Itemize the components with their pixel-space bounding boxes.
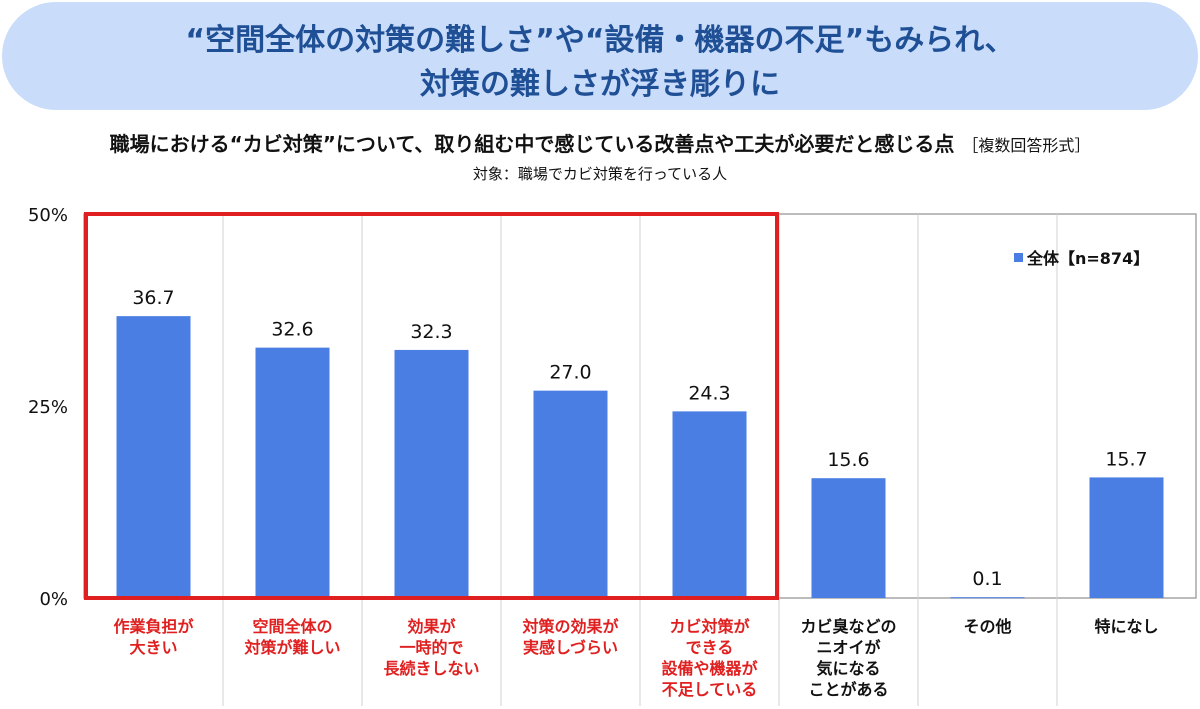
data-label: 32.3 <box>410 321 452 343</box>
y-tick-label: 25% <box>28 397 68 418</box>
category-label: 効果が一時的で長続きしない <box>383 617 479 678</box>
legend-swatch <box>1014 253 1023 262</box>
data-label: 24.3 <box>688 382 730 404</box>
category-label: その他 <box>963 617 1011 636</box>
category-label: カビ対策ができる設備や機器が不足している <box>661 617 757 699</box>
category-label: カビ臭などのニオイが気になることがある <box>800 617 896 699</box>
data-label: 32.6 <box>271 319 313 341</box>
headline-line-2: 対策の難しさが浮き彫りに <box>420 67 780 102</box>
bar <box>1089 477 1164 598</box>
category-label: 対策の効果が実感しづらい <box>521 617 618 657</box>
headline-banner <box>2 2 1198 110</box>
data-label: 36.7 <box>132 287 174 309</box>
chart-subtitle: 職場における“カビ対策”について、取り組む中で感じている改善点や工夫が必要だと感… <box>0 128 1200 157</box>
data-label: 15.6 <box>827 449 869 471</box>
bar <box>672 411 747 598</box>
data-label: 27.0 <box>549 362 591 384</box>
y-tick-label: 50% <box>28 205 68 226</box>
data-label: 0.1 <box>972 568 1002 590</box>
headline-line-1: “空間全体の対策の難しさ”や“設備・機器の不足”もみられ、 <box>185 23 1015 58</box>
data-label: 15.7 <box>1105 448 1147 470</box>
bar <box>811 478 886 598</box>
bar <box>116 316 191 598</box>
legend-label: 全体【n=874】 <box>1026 249 1149 268</box>
bar <box>255 347 330 598</box>
category-label: 作業負担が大きい <box>113 617 193 657</box>
category-label: 特になし <box>1094 617 1158 636</box>
subtitle-main: 職場における“カビ対策”について、取り組む中で感じている改善点や工夫が必要だと感… <box>109 132 955 156</box>
bar <box>394 349 469 598</box>
y-tick-label: 0% <box>39 589 68 610</box>
category-label: 空間全体の対策が難しい <box>243 617 340 657</box>
bar <box>533 390 608 598</box>
highlight-box <box>84 212 779 600</box>
target-note: 対象：職場でカビ対策を行っている人 <box>472 165 728 183</box>
subtitle-tag: ［複数回答形式］ <box>962 136 1091 155</box>
bar <box>950 597 1025 599</box>
